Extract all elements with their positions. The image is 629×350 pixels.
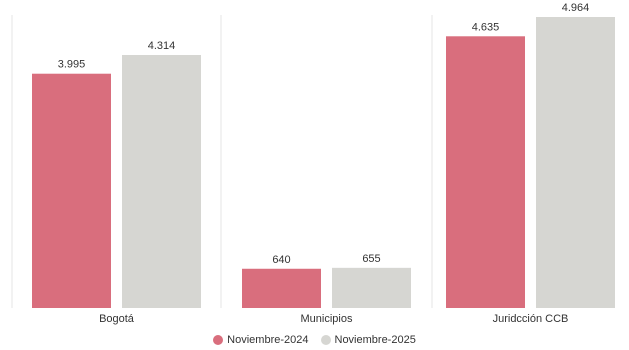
legend-label-2024: Noviembre-2024	[227, 334, 309, 346]
bar-bogot--noviembre-2024[interactable]	[32, 73, 111, 308]
legend-item-2025[interactable]: Noviembre-2025	[320, 334, 416, 346]
bar-municipios-noviembre-2025[interactable]	[332, 267, 411, 308]
category-label: Bogotá	[99, 313, 135, 325]
legend-swatch-2025	[320, 335, 331, 345]
legend-item-2024[interactable]: Noviembre-2024	[213, 334, 309, 346]
bar-juridcci-n-ccb-noviembre-2024[interactable]	[446, 36, 525, 309]
data-label: 640	[272, 254, 290, 266]
data-label: 3.995	[58, 59, 86, 71]
category-label: Municipios	[301, 313, 353, 325]
bar-juridcci-n-ccb-noviembre-2025[interactable]	[536, 17, 615, 308]
bar-municipios-noviembre-2024[interactable]	[242, 268, 321, 308]
bar-bogot--noviembre-2025[interactable]	[122, 55, 201, 308]
legend: Noviembre-2024 Noviembre-2025	[0, 330, 629, 350]
data-label: 4.635	[472, 21, 500, 33]
category-label: Juridcción CCB	[493, 313, 569, 325]
data-label: 4.314	[148, 40, 176, 52]
data-label: 655	[362, 253, 380, 265]
data-label: 4.964	[562, 2, 590, 14]
legend-swatch-2024	[213, 335, 224, 345]
legend-label-2025: Noviembre-2025	[334, 334, 416, 346]
